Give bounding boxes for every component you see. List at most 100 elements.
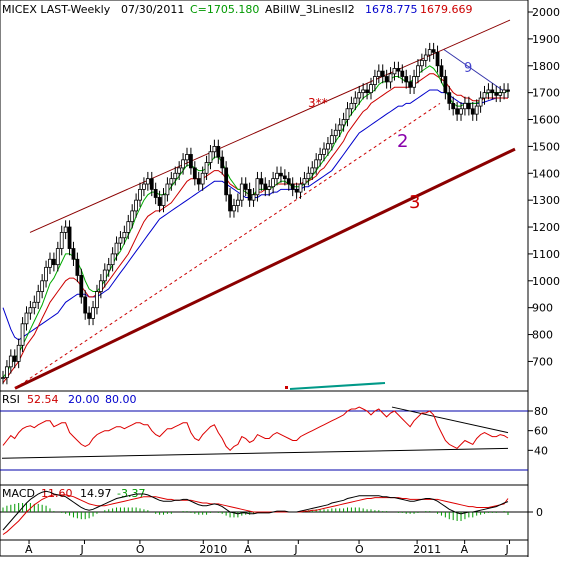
price-candle	[494, 92, 499, 96]
price-tick-label: 1700	[532, 87, 560, 100]
date-tick-label: A	[244, 543, 252, 556]
indicator-name: ABillW_3LinesII2	[265, 3, 355, 16]
price-bars	[1, 42, 510, 385]
symbol-label: MICEX LAST-Weekly	[2, 3, 111, 16]
date-tick-label: 2010	[199, 543, 227, 556]
price-candle	[255, 178, 260, 196]
macd-label: MACD	[2, 487, 35, 500]
price-candle	[204, 162, 209, 174]
rsi-line	[2, 406, 509, 452]
price-tick-label: 1300	[532, 194, 560, 207]
price-candle	[294, 189, 299, 193]
price-tick-label: 1200	[532, 221, 560, 234]
price-candle	[384, 76, 389, 83]
rsi-support-line	[1, 447, 509, 459]
price-candle	[443, 76, 448, 94]
price-candle	[1, 377, 5, 379]
price-candle	[36, 291, 41, 303]
price-candle	[192, 167, 197, 180]
price-candle	[329, 135, 334, 145]
price-candle	[466, 102, 471, 110]
channel-upper-label: 3**	[308, 96, 328, 110]
price-tick-label: 1600	[532, 114, 560, 127]
wave-line	[443, 49, 507, 94]
price-axis: 700 800 900 1000 1100 1200 1300 1400 1500 1600 170…	[528, 6, 560, 368]
price-tick-label: 2000	[532, 6, 560, 19]
price-candle	[122, 232, 127, 239]
price-candle	[181, 159, 185, 169]
indicator-value-2: 1679.669	[420, 3, 473, 16]
price-candle	[118, 237, 123, 244]
price-candle	[130, 210, 135, 223]
price-candle	[239, 183, 244, 201]
price-candle	[416, 65, 420, 77]
price-candle	[79, 275, 84, 298]
price-candle	[400, 70, 405, 77]
date-tick-label: O	[136, 543, 145, 556]
price-candle	[44, 266, 48, 282]
wave-label: 9	[464, 61, 472, 76]
price-candle	[91, 307, 95, 319]
price-candle	[396, 68, 401, 72]
channel-main-label: 3	[409, 192, 420, 213]
price-tick-label: 700	[532, 355, 553, 368]
price-candle	[189, 154, 193, 169]
price-candle	[290, 183, 295, 190]
price-candle	[314, 159, 319, 169]
price-candle	[243, 183, 248, 190]
price-candle	[235, 199, 240, 206]
macd-signal-value: 14.97	[80, 487, 112, 500]
price-candle	[51, 258, 56, 266]
price-candle	[463, 102, 467, 110]
price-candle	[177, 167, 182, 174]
sma-blue-line	[2, 89, 508, 341]
teal-marker-line	[289, 382, 386, 390]
price-candle	[142, 183, 146, 190]
price-candle	[40, 280, 45, 292]
price-candle	[138, 189, 142, 201]
price-candle	[392, 68, 397, 75]
price-candle	[349, 102, 354, 110]
price-candle	[71, 248, 76, 260]
price-candle	[157, 197, 162, 206]
price-candle	[259, 178, 264, 185]
price-candle	[110, 253, 115, 266]
price-tick-label: 800	[532, 329, 553, 342]
price-candle	[455, 108, 460, 115]
rsi-axis: 80 60 40	[528, 405, 548, 457]
price-candle	[220, 156, 225, 169]
price-candle	[145, 178, 150, 185]
price-candle	[470, 108, 475, 115]
price-candle	[431, 49, 436, 53]
price-candle	[32, 301, 37, 309]
date-tick-label: J	[79, 543, 83, 556]
price-candle	[173, 172, 178, 180]
price-candle	[200, 172, 205, 185]
price-candle	[102, 269, 107, 282]
price-candle	[165, 183, 170, 196]
price-candle	[404, 76, 409, 83]
price-tick-label: 1500	[532, 140, 560, 153]
price-candle	[369, 84, 373, 94]
price-candle	[24, 312, 29, 325]
price-candle	[55, 248, 60, 266]
frames	[0, 0, 529, 557]
price-candle	[486, 89, 491, 94]
price-candle	[498, 92, 503, 96]
price-candle	[267, 186, 272, 190]
price-candle	[20, 323, 25, 346]
price-candle	[228, 194, 232, 212]
price-candle	[482, 92, 487, 99]
price-candle	[302, 178, 307, 185]
price-candle	[263, 183, 268, 190]
price-candle	[282, 175, 287, 180]
sma-red-line	[2, 73, 509, 384]
macd-line	[2, 490, 509, 531]
price-candle	[161, 194, 166, 206]
price-candle	[114, 242, 119, 255]
price-candle	[126, 221, 131, 233]
price-candle	[5, 366, 9, 378]
price-candle	[98, 280, 103, 292]
price-candle	[306, 172, 311, 180]
